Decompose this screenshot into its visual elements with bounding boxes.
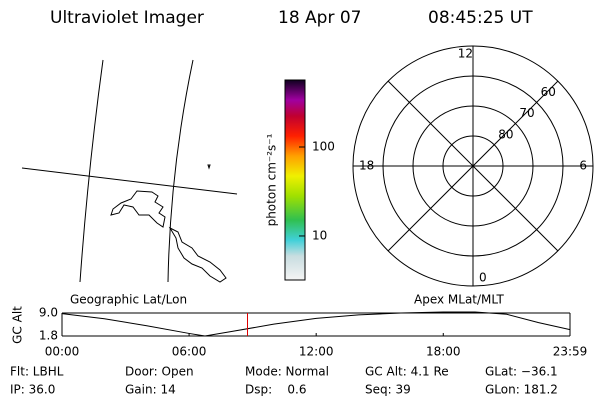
x-tick-label: 23:59 xyxy=(553,345,588,359)
status-field: Mode: Normal xyxy=(245,365,329,379)
x-tick-label: 12:00 xyxy=(299,345,334,359)
colorbar xyxy=(284,79,306,281)
x-tick-label: 18:00 xyxy=(426,345,461,359)
mlt-label: 6 xyxy=(579,159,587,173)
colorbar-tick-label: 100 xyxy=(312,139,335,153)
title: Ultraviolet Imager xyxy=(50,8,204,28)
status-field: GC Alt: 4.1 Re xyxy=(365,365,449,379)
time: 08:45:25 UT xyxy=(428,8,533,28)
polar-ring xyxy=(442,135,504,197)
x-tick-label: 06:00 xyxy=(172,345,207,359)
status-field: Dsp: 0.6 xyxy=(245,383,307,397)
polar-ring-label: 60 xyxy=(541,85,556,99)
status-field: Flt: LBHL xyxy=(10,365,64,379)
y-axis-label: GC Alt xyxy=(11,306,25,344)
date: 18 Apr 07 xyxy=(278,8,361,28)
annotation: Apex MLat/MLT xyxy=(414,293,504,307)
polar-ring-label: 80 xyxy=(498,127,513,141)
colorbar-label: photon cm⁻²s⁻¹ xyxy=(265,133,279,226)
polar-ring xyxy=(382,75,564,257)
status-field: Door: Open xyxy=(125,365,194,379)
mlt-label: 18 xyxy=(359,159,374,173)
status-field: GLon: 181.2 xyxy=(485,383,558,397)
x-tick-label: 00:00 xyxy=(45,345,80,359)
altitude-line xyxy=(61,311,571,337)
annotation: Geographic Lat/Lon xyxy=(70,293,187,307)
status-field: GLat: −36.1 xyxy=(485,365,558,379)
map xyxy=(21,59,238,283)
status-field: IP: 36.0 xyxy=(10,383,55,397)
polar-ring-label: 70 xyxy=(519,106,534,120)
status-field: Gain: 14 xyxy=(125,383,176,397)
mlt-label: 0 xyxy=(479,271,487,285)
polar-ring xyxy=(412,105,534,227)
y-tick-label: 9.0 xyxy=(39,306,58,320)
colorbar-tick-label: 10 xyxy=(312,228,327,242)
mlt-label: 12 xyxy=(458,47,473,61)
y-tick-label: 1.8 xyxy=(39,329,58,343)
status-field: Seq: 39 xyxy=(365,383,411,397)
